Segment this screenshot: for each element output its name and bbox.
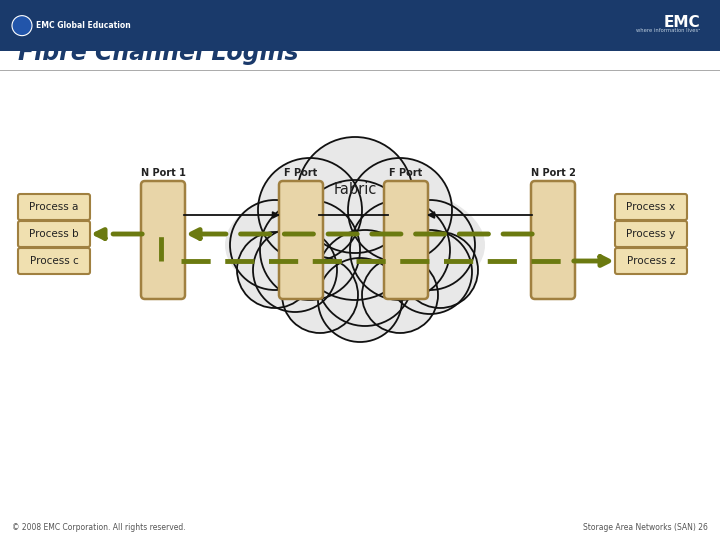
Circle shape: [258, 158, 362, 262]
FancyBboxPatch shape: [615, 194, 687, 220]
FancyBboxPatch shape: [18, 194, 90, 220]
Circle shape: [237, 232, 313, 308]
Text: N Port 1: N Port 1: [140, 168, 186, 178]
Text: Process y: Process y: [626, 229, 675, 239]
Circle shape: [385, 200, 475, 290]
FancyBboxPatch shape: [18, 248, 90, 274]
Circle shape: [388, 230, 472, 314]
Text: Process b: Process b: [30, 229, 78, 239]
FancyBboxPatch shape: [279, 181, 323, 299]
Circle shape: [362, 257, 438, 333]
Text: Process z: Process z: [626, 256, 675, 266]
Text: Storage Area Networks (SAN) 26: Storage Area Networks (SAN) 26: [583, 523, 708, 532]
FancyBboxPatch shape: [615, 248, 687, 274]
Text: where information lives²: where information lives²: [636, 28, 700, 33]
Bar: [0, 51, 720, 70]
Circle shape: [282, 257, 358, 333]
Text: Fabric: Fabric: [333, 183, 377, 198]
Circle shape: [402, 232, 478, 308]
Text: © 2008 EMC Corporation. All rights reserved.: © 2008 EMC Corporation. All rights reser…: [12, 523, 186, 532]
Circle shape: [260, 200, 360, 300]
Circle shape: [318, 258, 402, 342]
FancyBboxPatch shape: [141, 181, 185, 299]
Circle shape: [253, 228, 337, 312]
Circle shape: [350, 200, 450, 300]
FancyBboxPatch shape: [615, 221, 687, 247]
FancyBboxPatch shape: [384, 181, 428, 299]
Ellipse shape: [225, 180, 485, 310]
FancyBboxPatch shape: [531, 181, 575, 299]
Circle shape: [295, 180, 415, 300]
Text: Process c: Process c: [30, 256, 78, 266]
Bar: [0, 0, 720, 51]
FancyBboxPatch shape: [18, 221, 90, 247]
Circle shape: [317, 230, 413, 326]
Circle shape: [230, 200, 320, 290]
Circle shape: [348, 158, 452, 262]
Text: F Port: F Port: [390, 168, 423, 178]
Text: EMC: EMC: [663, 15, 700, 30]
Text: Fibre Channel Logins: Fibre Channel Logins: [18, 41, 299, 65]
Text: Process x: Process x: [626, 202, 675, 212]
Circle shape: [12, 16, 32, 36]
Text: F Port: F Port: [284, 168, 318, 178]
Text: Process a: Process a: [30, 202, 78, 212]
Circle shape: [297, 137, 413, 253]
Text: N Port 2: N Port 2: [531, 168, 575, 178]
Text: EMC Global Education: EMC Global Education: [36, 21, 131, 30]
